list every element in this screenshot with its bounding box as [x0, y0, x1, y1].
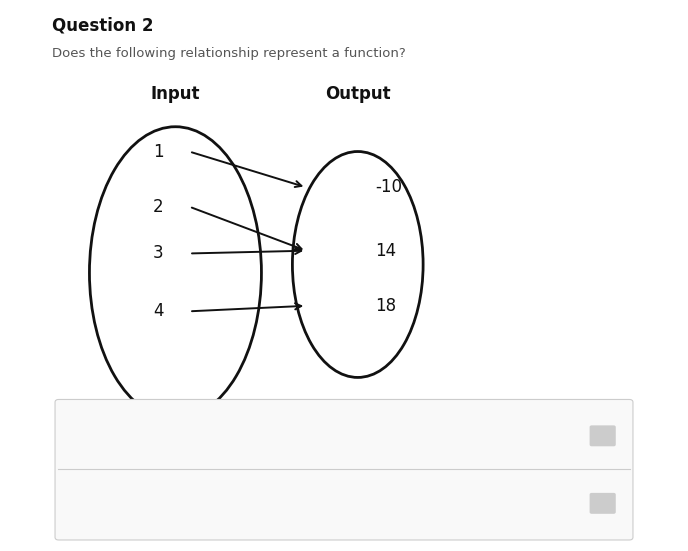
- Text: 14: 14: [375, 242, 396, 260]
- FancyBboxPatch shape: [590, 493, 616, 514]
- Text: A: A: [79, 429, 89, 443]
- Text: Yes: Yes: [107, 429, 129, 443]
- Text: 3: 3: [153, 245, 164, 262]
- FancyBboxPatch shape: [590, 425, 616, 446]
- Text: Input: Input: [151, 85, 200, 104]
- Text: 2: 2: [153, 198, 164, 215]
- Text: Output: Output: [325, 85, 391, 104]
- Text: Does the following relationship represent a function?: Does the following relationship represen…: [52, 47, 405, 60]
- Text: Question 2: Question 2: [52, 17, 153, 35]
- Text: 1: 1: [153, 143, 164, 160]
- FancyBboxPatch shape: [55, 399, 633, 540]
- Text: -10: -10: [375, 179, 402, 196]
- Text: 18: 18: [375, 297, 396, 315]
- Text: 4: 4: [153, 302, 164, 320]
- Text: B: B: [79, 496, 89, 510]
- Text: No: No: [107, 496, 125, 510]
